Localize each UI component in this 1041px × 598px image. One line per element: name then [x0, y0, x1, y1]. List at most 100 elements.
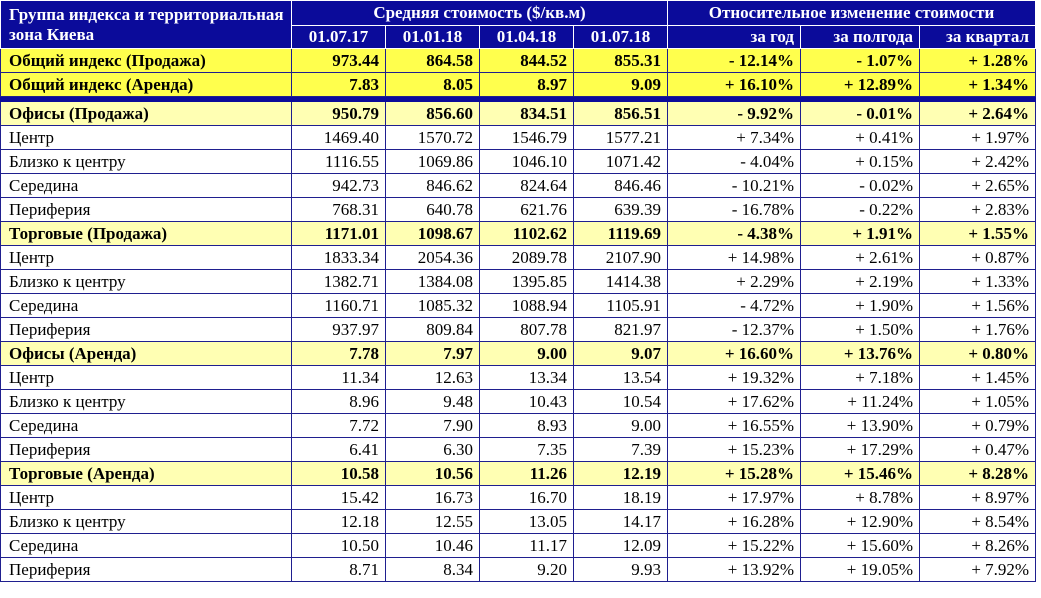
change-cell: + 1.50% [800, 317, 921, 342]
change-cell: + 8.26% [919, 533, 1037, 558]
table-row: Центр 15.42 16.73 16.70 18.19 + 17.97% + 8.78%… [0, 485, 1037, 510]
change-cell: + 13.76% [800, 341, 921, 366]
change-cell: + 1.34% [919, 72, 1037, 97]
price-cell: 9.00 [572, 413, 669, 438]
change-cell: + 16.55% [667, 413, 802, 438]
price-cell: 821.97 [572, 317, 669, 342]
price-cell: 12.55 [385, 509, 480, 534]
change-cell: - 12.14% [667, 48, 802, 73]
row-label: Периферия [0, 317, 292, 342]
header-period-year: за год [667, 25, 802, 49]
table-row: Центр 1833.34 2054.36 2089.78 2107.90 + 14.98… [0, 245, 1037, 270]
change-cell: - 0.02% [800, 173, 921, 198]
price-cell: 8.97 [479, 72, 574, 97]
change-cell: - 4.38% [667, 221, 802, 246]
change-cell: + 2.83% [919, 197, 1037, 222]
row-label: Близко к центру [0, 389, 292, 414]
total-index-row: Общий индекс (Аренда) 7.83 8.05 8.97 9.09 + 1… [0, 72, 1037, 97]
change-cell: + 1.76% [919, 317, 1037, 342]
price-cell: 1160.71 [291, 293, 386, 318]
price-cell: 12.18 [291, 509, 386, 534]
group-header-row: Торговые (Аренда) 10.58 10.56 11.26 12.19 + 1… [0, 461, 1037, 486]
price-index-table: Группа индекса и территориальная зона Ки… [0, 0, 1037, 582]
price-cell: 8.93 [479, 413, 574, 438]
change-cell: + 0.80% [919, 341, 1037, 366]
price-cell: 7.78 [291, 341, 386, 366]
change-cell: + 16.28% [667, 509, 802, 534]
change-cell: + 15.28% [667, 461, 802, 486]
change-cell: + 1.91% [800, 221, 921, 246]
price-cell: 7.72 [291, 413, 386, 438]
price-cell: 1098.67 [385, 221, 480, 246]
price-cell: 621.76 [479, 197, 574, 222]
row-label: Периферия [0, 197, 292, 222]
price-cell: 16.73 [385, 485, 480, 510]
price-cell: 9.00 [479, 341, 574, 366]
change-cell: + 0.47% [919, 437, 1037, 462]
price-cell: 809.84 [385, 317, 480, 342]
row-label: Центр [0, 365, 292, 390]
change-cell: + 13.90% [800, 413, 921, 438]
change-cell: - 4.72% [667, 293, 802, 318]
change-cell: + 0.41% [800, 125, 921, 150]
price-cell: 844.52 [479, 48, 574, 73]
price-cell: 13.05 [479, 509, 574, 534]
price-cell: 9.07 [572, 341, 669, 366]
change-cell: + 1.56% [919, 293, 1037, 318]
change-cell: + 1.90% [800, 293, 921, 318]
price-cell: 12.63 [385, 365, 480, 390]
header-period-halfyear: за полгода [800, 25, 921, 49]
price-cell: 7.90 [385, 413, 480, 438]
price-cell: 12.09 [572, 533, 669, 558]
table-row: Близко к центру 1116.55 1069.86 1046.10 1071… [0, 149, 1037, 174]
price-cell: 855.31 [572, 48, 669, 73]
change-cell: + 13.92% [667, 557, 802, 582]
row-label: Торговые (Продажа) [0, 221, 292, 246]
price-cell: 856.60 [385, 101, 480, 126]
price-cell: 7.97 [385, 341, 480, 366]
change-cell: - 0.22% [800, 197, 921, 222]
change-cell: + 15.46% [800, 461, 921, 486]
group-header-row: Офисы (Аренда) 7.78 7.97 9.00 9.07 + 16.60% + … [0, 341, 1037, 366]
change-cell: - 0.01% [800, 101, 921, 126]
change-cell: + 8.78% [800, 485, 921, 510]
price-cell: 950.79 [291, 101, 386, 126]
change-cell: - 4.04% [667, 149, 802, 174]
change-cell: + 19.05% [800, 557, 921, 582]
change-cell: + 11.24% [800, 389, 921, 414]
header-avg-cost: Средняя стоимость ($/кв.м) [290, 0, 669, 26]
change-cell: + 12.89% [800, 72, 921, 97]
row-label: Центр [0, 485, 292, 510]
price-cell: 10.43 [479, 389, 574, 414]
table-row: Центр 1469.40 1570.72 1546.79 1577.21 + 7.34%… [0, 125, 1037, 150]
price-cell: 640.78 [385, 197, 480, 222]
change-cell: + 15.22% [667, 533, 802, 558]
price-cell: 1384.08 [385, 269, 480, 294]
change-cell: + 8.28% [919, 461, 1037, 486]
price-cell: 1570.72 [385, 125, 480, 150]
price-cell: 2054.36 [385, 245, 480, 270]
price-cell: 7.83 [291, 72, 386, 97]
change-cell: + 8.97% [919, 485, 1037, 510]
change-cell: + 17.29% [800, 437, 921, 462]
price-cell: 1069.86 [385, 149, 480, 174]
row-label: Близко к центру [0, 269, 292, 294]
change-cell: + 1.05% [919, 389, 1037, 414]
header-relative-change: Относительное изменение стоимости [667, 0, 1037, 26]
price-cell: 807.78 [479, 317, 574, 342]
price-cell: 15.42 [291, 485, 386, 510]
change-cell: + 17.62% [667, 389, 802, 414]
change-cell: + 2.65% [919, 173, 1037, 198]
row-label: Середина [0, 533, 292, 558]
table-row: Близко к центру 12.18 12.55 13.05 14.17 + 16.… [0, 509, 1037, 534]
header-date: 01.01.18 [385, 25, 480, 49]
price-cell: 10.56 [385, 461, 480, 486]
price-cell: 973.44 [291, 48, 386, 73]
row-label: Центр [0, 245, 292, 270]
price-cell: 12.19 [572, 461, 669, 486]
price-cell: 1469.40 [291, 125, 386, 150]
change-cell: + 1.55% [919, 221, 1037, 246]
header-row-2: 01.07.17 01.01.18 01.04.18 01.07.18 за г… [1, 25, 1037, 49]
change-cell: - 10.21% [667, 173, 802, 198]
row-label: Офисы (Аренда) [0, 341, 292, 366]
